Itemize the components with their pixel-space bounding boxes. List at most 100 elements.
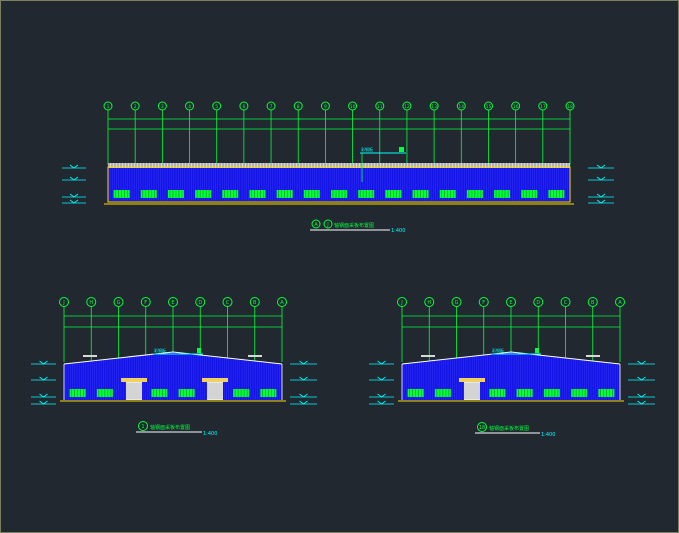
left-left-level-mark-2: [39, 393, 48, 398]
top-left-level-mark-0: [69, 164, 79, 169]
right-axis-label-E: E: [509, 300, 512, 306]
top-axis-label-14: 14: [458, 104, 464, 110]
right-axis-label-F: F: [482, 300, 485, 306]
left-axis-label-A: A: [280, 300, 284, 306]
right-door-canopy-0: [459, 378, 485, 382]
left-axis-label-C: C: [226, 300, 230, 306]
top-axis-label-5: 5: [215, 104, 218, 110]
left-drawing-title: 1 轴钢面采板布置图 1:400: [136, 421, 217, 437]
left-door-canopy-0: [121, 378, 147, 382]
right-axis-label-H: H: [427, 300, 431, 306]
left-vent-right: [248, 355, 262, 357]
right-door-0: [464, 382, 480, 400]
left-vent-left: [83, 355, 97, 357]
right-right-level-mark-1: [637, 376, 646, 381]
top-axis-label-15: 15: [486, 104, 492, 110]
top-right-level-mark-2: [596, 193, 606, 198]
top-left-level-mark-2: [69, 193, 79, 198]
left-elevation: J H G F E D C B A 彩钢板 1 轴钢面采板布置图 1:400: [31, 297, 317, 437]
left-axis-label-J: J: [62, 300, 64, 306]
left-axis-label-D: D: [198, 300, 202, 306]
top-note-tag: [399, 147, 404, 152]
right-left-level-mark-3: [377, 400, 386, 405]
top-axis-label-18: 18: [567, 104, 573, 110]
right-right-level-mark-0: [637, 360, 646, 365]
top-left-level-mark-1: [69, 176, 79, 181]
left-axis-label-G: G: [117, 300, 121, 306]
right-elevation: J H G F E D C B A 彩钢板 18 轴钢面采板布置图 1:400: [369, 297, 655, 438]
right-right-level-mark-2: [637, 393, 646, 398]
left-left-level-mark-0: [39, 360, 48, 365]
right-axis-label-A: A: [618, 300, 622, 306]
left-title-text: 轴钢面采板布置图: [150, 424, 190, 431]
top-elevation: 1 2 3 4 5 6 7 8 9 10 11 12 13 14 15 16 17 18 彩钢板 A J 轴钢面采…: [62, 101, 614, 234]
top-axis-label-17: 17: [540, 104, 546, 110]
top-title-text: 轴钢面采板布置图: [334, 222, 374, 229]
right-title-axis-bubble: [477, 422, 487, 432]
top-right-level-mark-0: [596, 164, 606, 169]
left-right-level-mark-2: [299, 393, 308, 398]
top-axis-label-11: 11: [377, 104, 383, 110]
left-roof-line: [63, 351, 283, 365]
right-roof-line: [401, 351, 621, 365]
top-note-text: 彩钢板: [361, 146, 373, 152]
top-title-axis-2: J: [326, 222, 328, 228]
right-right-level-mark-3: [637, 400, 646, 405]
top-axis-label-9: 9: [324, 104, 327, 110]
top-axis-label-13: 13: [431, 104, 437, 110]
right-vent-left: [421, 355, 435, 357]
right-title-text: 轴钢面采板布置图: [489, 425, 529, 432]
top-axis-label-10: 10: [350, 104, 356, 110]
left-wall: [64, 352, 282, 400]
top-title-axis-1: A: [314, 222, 318, 228]
left-axis-label-F: F: [144, 300, 147, 306]
left-title-scale: 1:400: [203, 431, 217, 437]
left-axis-label-H: H: [89, 300, 93, 306]
right-axis-label-G: G: [455, 300, 459, 306]
left-title-axis: 1: [141, 424, 144, 430]
right-axis-label-B: B: [591, 300, 595, 306]
right-note-tag: [535, 348, 539, 353]
left-door-1: [207, 382, 223, 400]
top-right-level-mark-1: [596, 176, 606, 181]
right-note-text: 彩钢板: [492, 347, 504, 353]
left-right-level-mark-0: [299, 360, 308, 365]
right-left-level-mark-1: [377, 376, 386, 381]
top-right-level-mark-3: [596, 199, 606, 204]
left-axis-label-E: E: [171, 300, 174, 306]
right-axis-label-D: D: [536, 300, 540, 306]
top-left-level-mark-3: [69, 199, 79, 204]
left-axis-label-B: B: [253, 300, 257, 306]
left-door-canopy-1: [202, 378, 228, 382]
right-title-scale: 1:400: [541, 432, 555, 438]
top-roof-band: [108, 163, 570, 168]
top-drawing-title: A J 轴钢面采板布置图 1:400: [310, 219, 405, 234]
top-axis-label-8: 8: [297, 104, 300, 110]
right-axis-label-C: C: [564, 300, 568, 306]
left-title-axis-bubble: [138, 421, 148, 431]
top-building-facade: 彩钢板: [62, 146, 614, 205]
top-axis-label-7: 7: [270, 104, 273, 110]
top-axis-label-12: 12: [404, 104, 410, 110]
top-wall-frame: [107, 166, 571, 203]
left-door-0: [126, 382, 142, 400]
left-note-tag: [197, 348, 201, 353]
left-right-level-mark-3: [299, 400, 308, 405]
left-left-level-mark-3: [39, 400, 48, 405]
right-left-level-mark-2: [377, 393, 386, 398]
top-axis-label-6: 6: [242, 104, 245, 110]
right-title-axis: 18: [479, 425, 485, 431]
top-title-scale: 1:400: [391, 228, 405, 234]
left-building-facade: 彩钢板: [31, 347, 317, 405]
top-axis-label-4: 4: [188, 104, 191, 110]
top-axis-label-2: 2: [134, 104, 137, 110]
top-axis-label-3: 3: [161, 104, 164, 110]
top-axis-bubbles: 1 2 3 4 5 6 7 8 9 10 11 12 13 14 15 16 17 18: [103, 101, 575, 165]
left-right-level-mark-1: [299, 376, 308, 381]
right-vent-right: [586, 355, 600, 357]
right-drawing-title: 18 轴钢面采板布置图 1:400: [475, 422, 555, 438]
top-axis-label-16: 16: [513, 104, 519, 110]
